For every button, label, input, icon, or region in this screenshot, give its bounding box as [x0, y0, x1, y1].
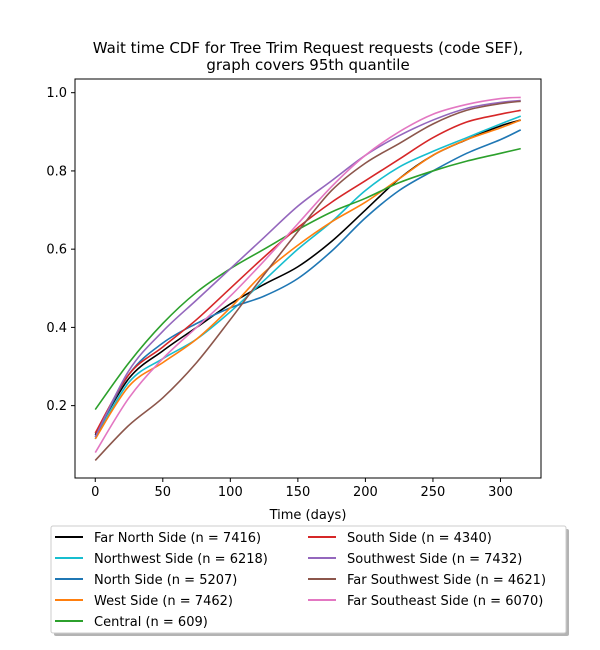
legend-label: Far Southeast Side (n = 6070) — [347, 594, 543, 609]
y-tick-label: 0.4 — [46, 321, 67, 336]
series-line-0 — [94, 119, 521, 436]
legend: Far North Side (n = 7416) Northwest Side … — [50, 525, 569, 636]
y-tick-label: 1.0 — [46, 86, 67, 101]
legend-label: North Side (n = 5207) — [94, 573, 237, 588]
x-tick-label: 300 — [488, 485, 513, 500]
x-tick-label: 250 — [421, 485, 446, 500]
plot-area: 0 50 100 150 200 250 300 0.2 0.4 0.6 0.8 1.0 — [46, 78, 542, 500]
series-line-4 — [94, 147, 521, 411]
x-tick-label: 50 — [155, 485, 172, 500]
series-line-8 — [94, 96, 521, 453]
y-tick-label: 0.6 — [46, 243, 67, 258]
chart-title-line1: Wait time CDF for Tree Trim Request requ… — [93, 39, 523, 57]
x-tick-label: 100 — [218, 485, 243, 500]
legend-label: Far North Side (n = 7416) — [94, 531, 261, 546]
axes-frame — [74, 78, 542, 479]
x-tick-label: 200 — [353, 485, 378, 500]
chart-title-line2: graph covers 95th quantile — [206, 56, 409, 74]
series-line-3 — [94, 119, 522, 440]
y-tick-label: 0.2 — [46, 399, 67, 414]
y-tick-label: 0.8 — [46, 164, 67, 179]
x-axis-label: Time (days) — [269, 508, 347, 523]
series-line-2 — [94, 129, 522, 438]
legend-label: West Side (n = 7462) — [94, 594, 233, 609]
x-tick-label: 0 — [91, 485, 99, 500]
legend-label: Southwest Side (n = 7432) — [347, 552, 522, 567]
series-line-6 — [94, 99, 521, 438]
series-line-5 — [94, 109, 521, 434]
legend-label: Northwest Side (n = 6218) — [94, 552, 268, 567]
legend-label: South Side (n = 4340) — [347, 531, 492, 546]
legend-label: Far Southwest Side (n = 4621) — [347, 573, 546, 588]
x-tick-label: 150 — [285, 485, 310, 500]
series-line-7 — [94, 100, 521, 461]
legend-label: Central (n = 609) — [94, 615, 208, 630]
